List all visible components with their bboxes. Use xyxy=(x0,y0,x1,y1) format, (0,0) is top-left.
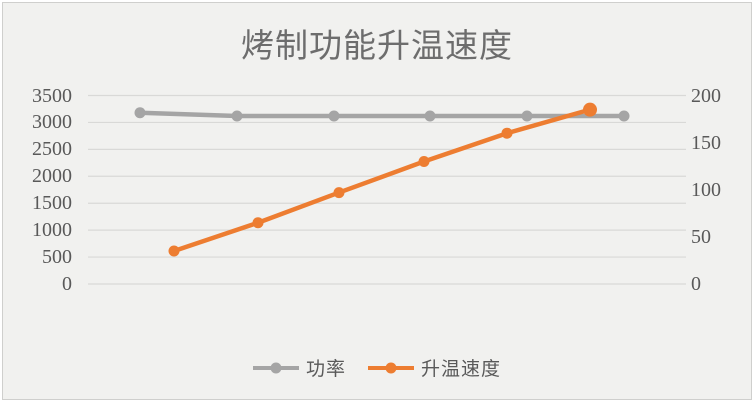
data-point-marker xyxy=(168,245,180,257)
left-axis-tick-label: 500 xyxy=(42,246,72,269)
legend-label-power: 功率 xyxy=(305,359,346,380)
data-point-marker xyxy=(333,187,345,199)
data-point-marker xyxy=(252,217,264,229)
left-axis-tick-label: 2000 xyxy=(32,165,72,188)
right-axis-tick-label: 200 xyxy=(691,84,721,107)
right-axis-tick-label: 0 xyxy=(691,273,701,295)
legend-label-heating-speed: 升温速度 xyxy=(421,359,502,380)
series-line-power xyxy=(137,110,627,119)
right-axis-tick-label: 150 xyxy=(691,131,721,154)
data-point-marker xyxy=(618,110,630,122)
data-point-marker xyxy=(231,110,243,122)
data-point-marker xyxy=(424,110,436,122)
legend-item-power: 功率 xyxy=(252,354,346,381)
right-axis-tick-label: 100 xyxy=(691,178,721,201)
right-axis-tick-label: 50 xyxy=(691,225,711,248)
left-axis-tick-label: 0 xyxy=(62,273,72,295)
legend-item-heating-speed: 升温速度 xyxy=(368,354,501,381)
power-line-marker-icon xyxy=(252,362,299,373)
heating-speed-line-marker-icon xyxy=(368,362,414,373)
chart-title: 烤制功能升温速度 xyxy=(241,29,513,65)
data-point-marker xyxy=(418,155,430,167)
left-axis-tick-label: 3500 xyxy=(32,84,72,107)
left-axis-tick-label: 2500 xyxy=(32,138,72,161)
data-point-marker xyxy=(134,107,146,119)
legend: 功率 升温速度 xyxy=(0,354,754,381)
data-point-marker xyxy=(328,110,340,122)
series-line-heating-speed xyxy=(171,107,593,254)
left-axis-tick-label: 3000 xyxy=(32,111,72,134)
data-point-marker xyxy=(521,110,533,122)
left-axis-tick-label: 1000 xyxy=(32,219,72,242)
data-point-marker xyxy=(501,127,513,139)
left-axis-tick-label: 1500 xyxy=(32,192,72,215)
data-point-marker xyxy=(583,102,597,117)
